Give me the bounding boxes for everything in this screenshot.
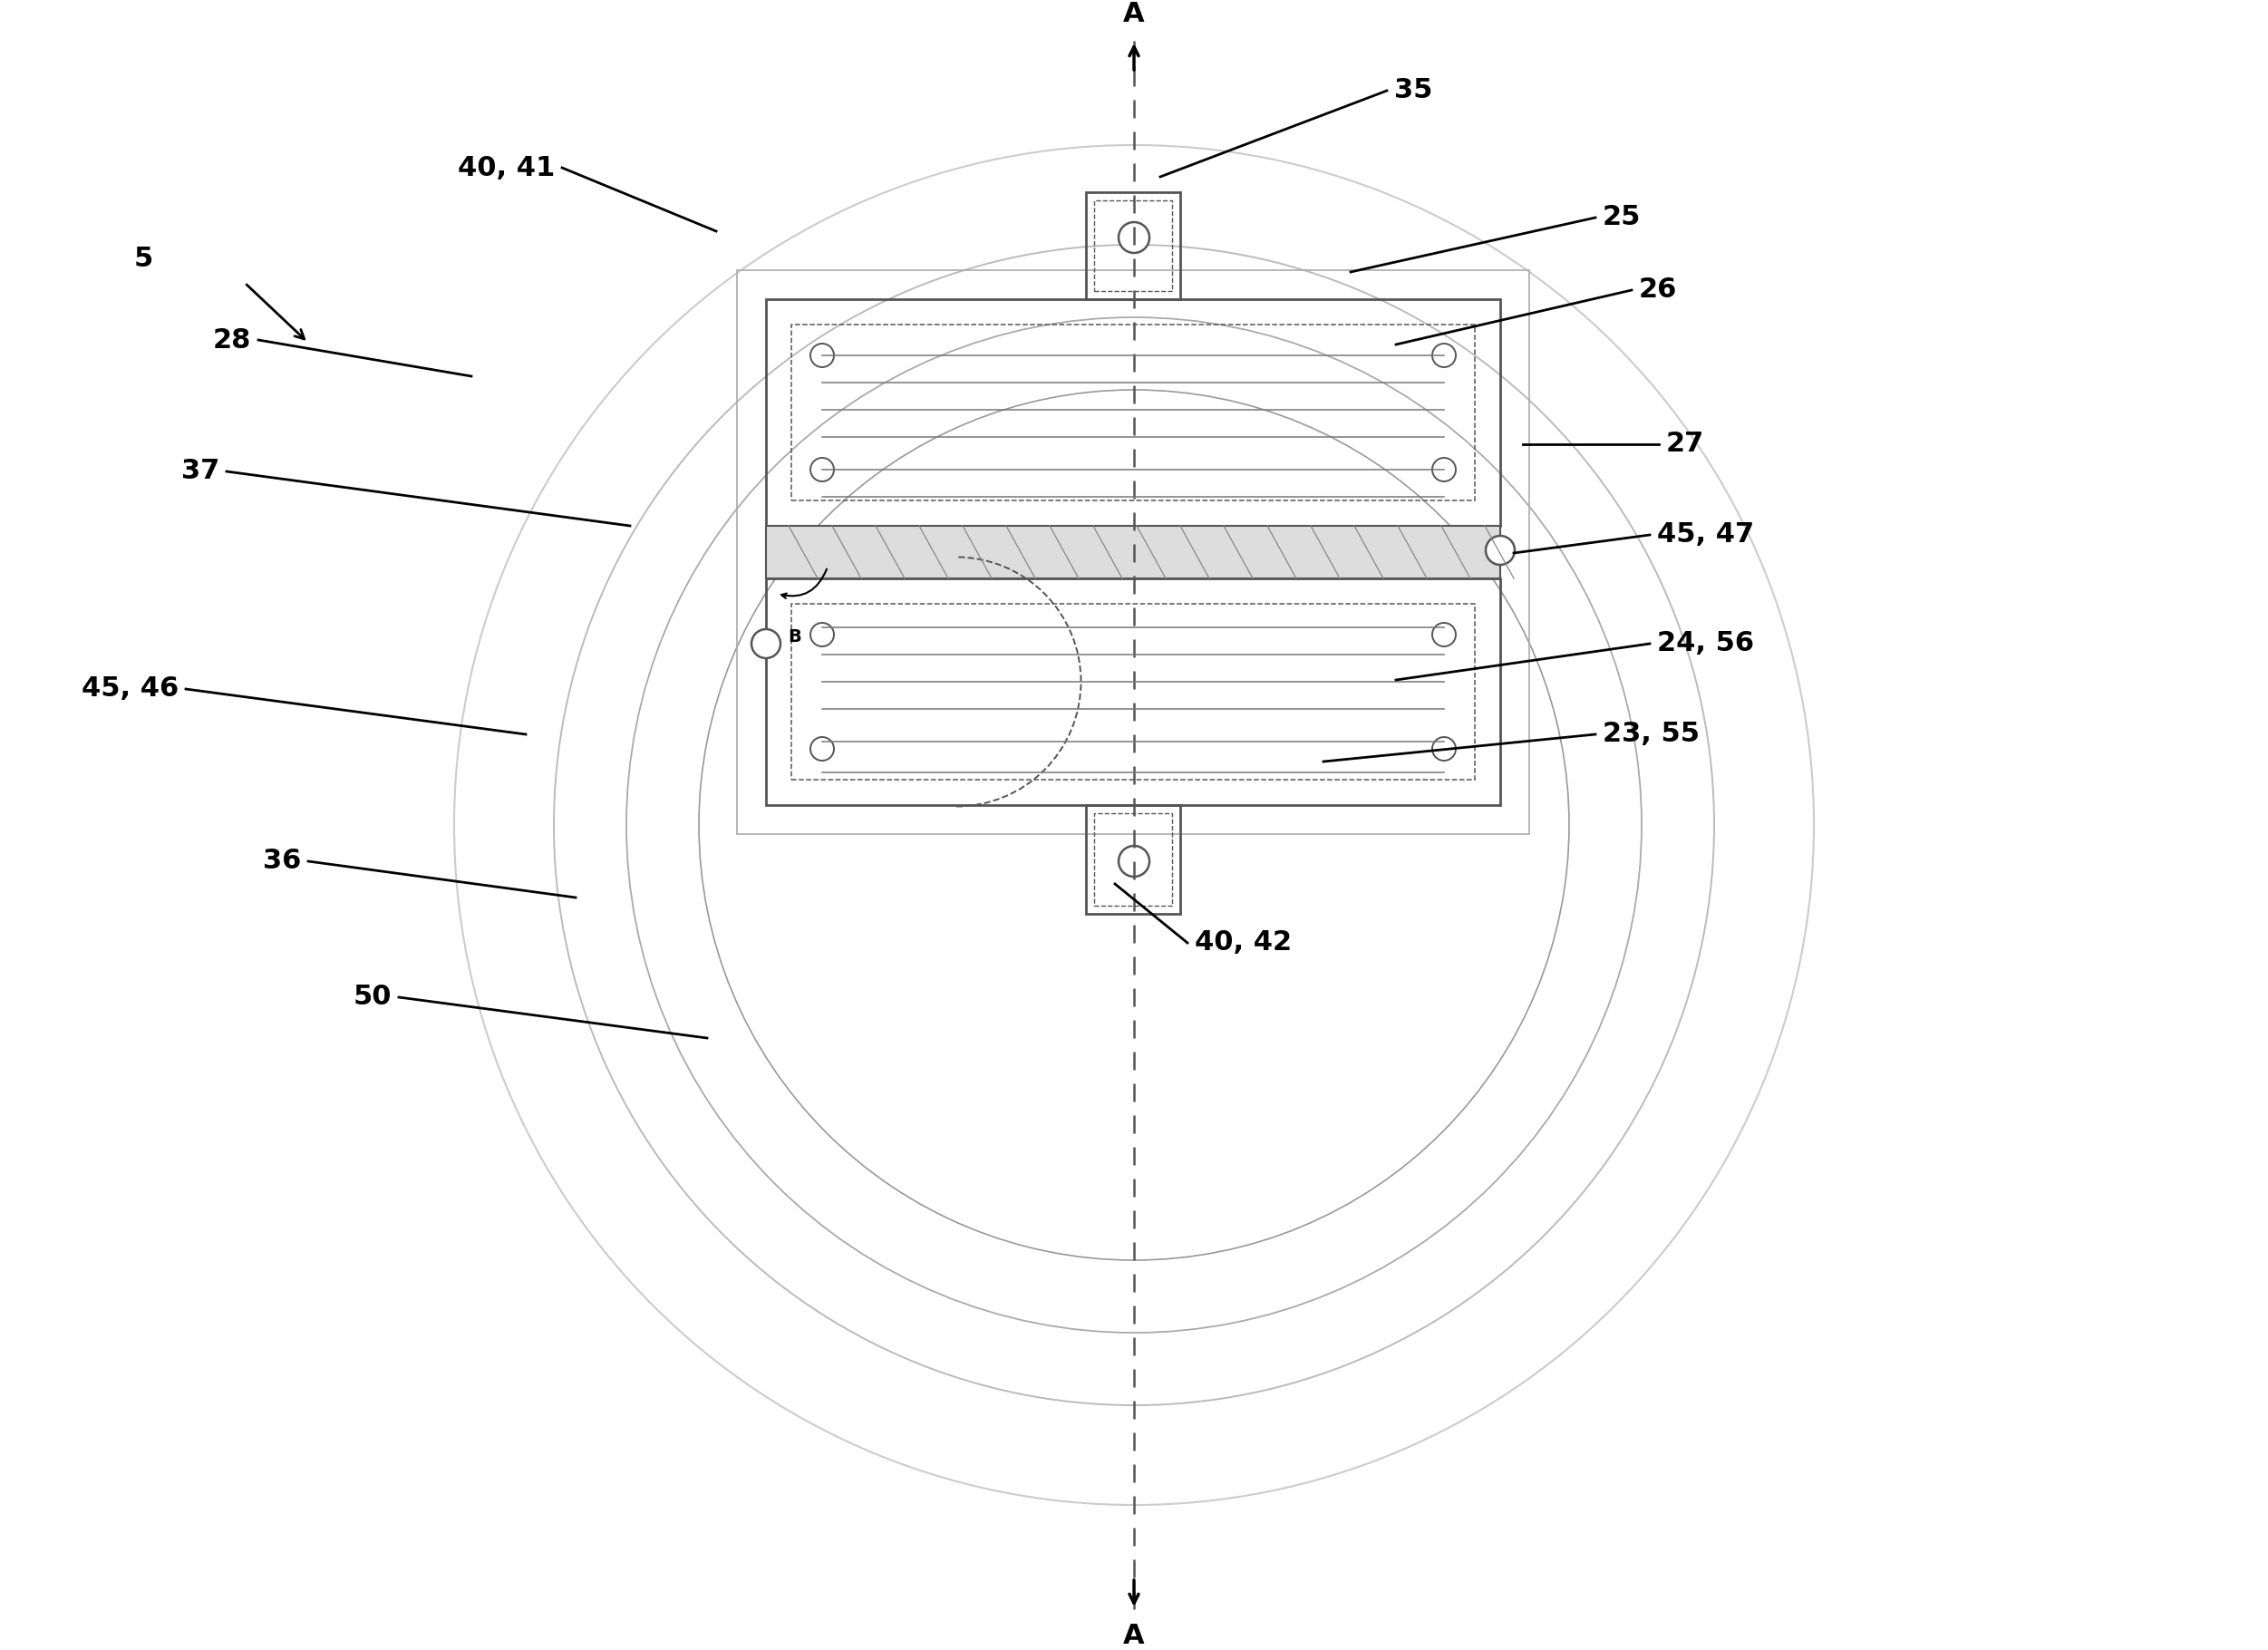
Circle shape	[1431, 457, 1456, 482]
Bar	[737, 271, 1529, 833]
Text: 37: 37	[181, 459, 220, 485]
Circle shape	[810, 738, 835, 761]
Text: A: A	[1123, 2, 1145, 26]
Circle shape	[810, 622, 835, 647]
Text: 5: 5	[134, 246, 154, 272]
Circle shape	[1118, 223, 1150, 252]
Bar	[1086, 191, 1179, 299]
Text: 25: 25	[1603, 205, 1642, 231]
Circle shape	[1431, 738, 1456, 761]
Circle shape	[1431, 343, 1456, 368]
Text: A: A	[1123, 1624, 1145, 1648]
Bar	[767, 579, 1499, 805]
Text: 24, 56: 24, 56	[1658, 630, 1753, 657]
Bar	[767, 299, 1499, 526]
Text: 26: 26	[1640, 277, 1678, 304]
Text: 40, 41: 40, 41	[458, 155, 556, 182]
Text: 28: 28	[213, 327, 252, 353]
Text: 40, 42: 40, 42	[1195, 929, 1293, 955]
Bar	[767, 526, 1499, 579]
Text: 36: 36	[263, 848, 302, 874]
Bar	[792, 325, 1474, 500]
Bar	[1093, 200, 1173, 290]
Text: 50: 50	[354, 983, 392, 1010]
Bar	[1093, 813, 1173, 906]
Text: 45, 47: 45, 47	[1658, 521, 1753, 548]
Circle shape	[1431, 622, 1456, 647]
Text: 27: 27	[1667, 431, 1703, 457]
Text: 23, 55: 23, 55	[1603, 721, 1699, 747]
Bar	[792, 604, 1474, 780]
Text: 45, 46: 45, 46	[82, 676, 179, 703]
Circle shape	[751, 629, 780, 658]
Text: 35: 35	[1395, 78, 1433, 104]
Circle shape	[1486, 536, 1515, 564]
Text: B: B	[787, 629, 801, 645]
Bar	[1086, 805, 1179, 914]
Circle shape	[810, 457, 835, 482]
Circle shape	[810, 343, 835, 368]
Circle shape	[1118, 846, 1150, 876]
